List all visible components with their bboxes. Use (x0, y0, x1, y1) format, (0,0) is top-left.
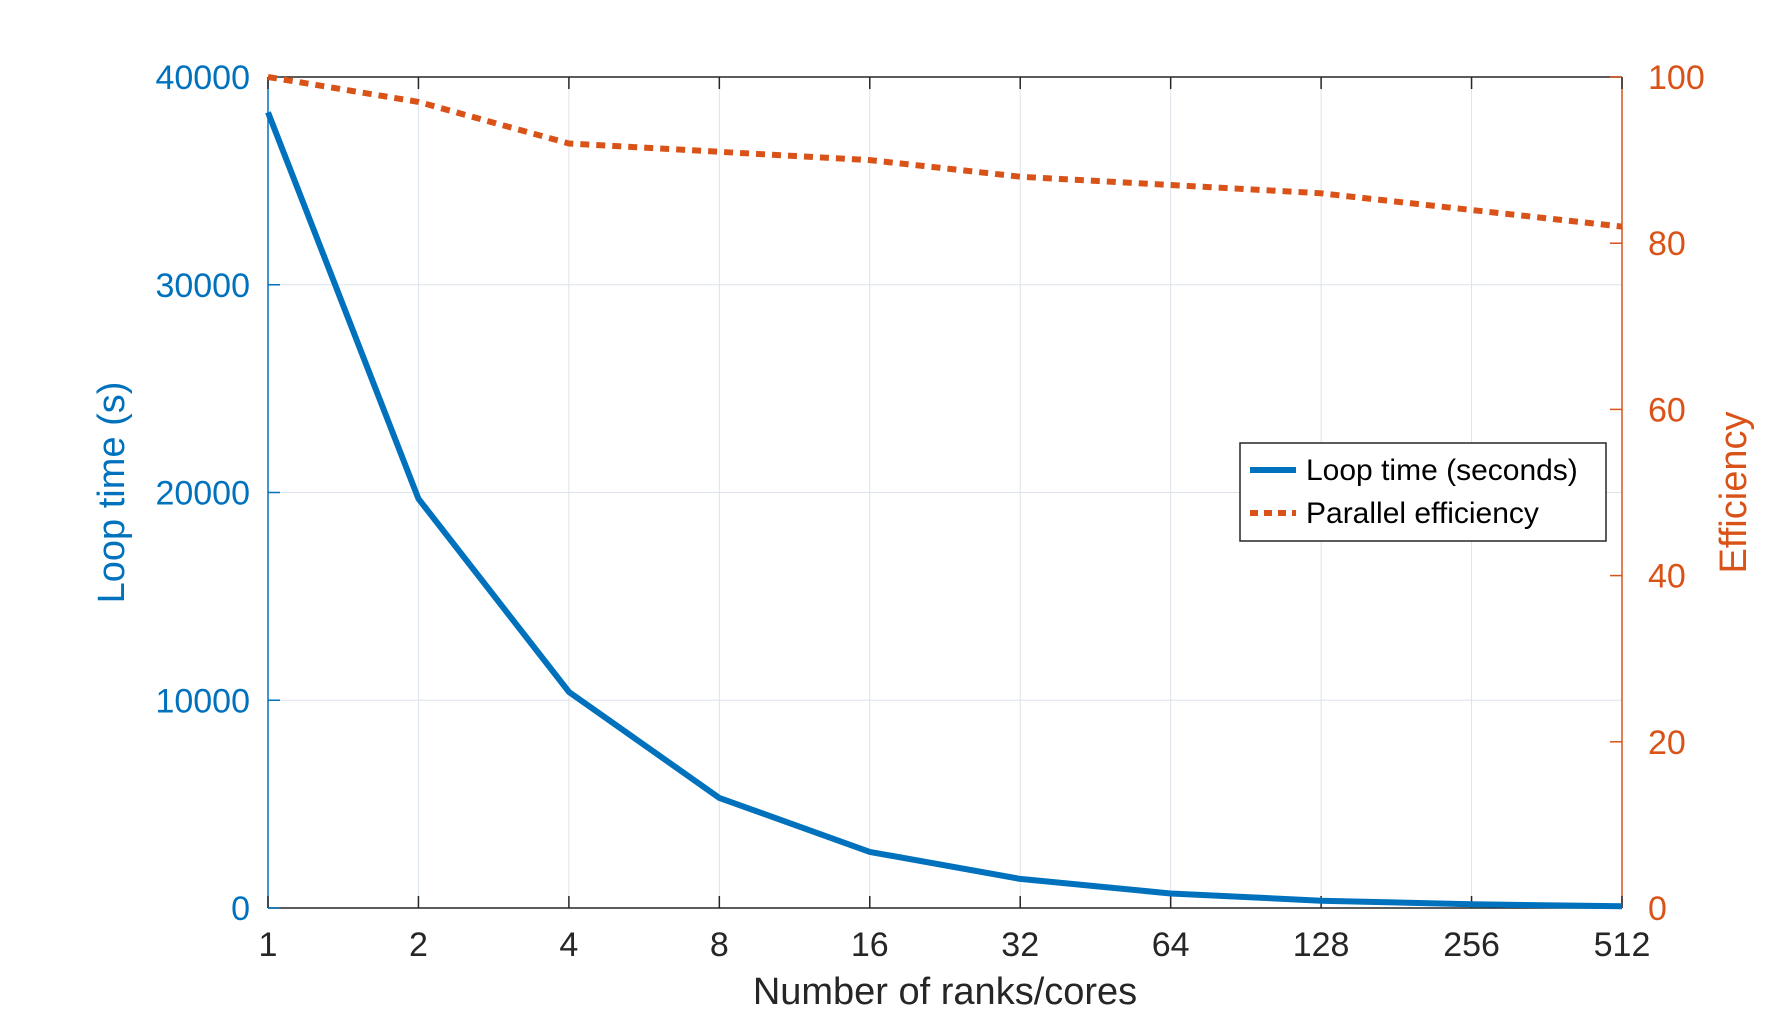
y-right-tick-label: 100 (1648, 59, 1705, 97)
legend-label-parallel-efficiency: Parallel efficiency (1306, 497, 1539, 530)
x-tick-label: 16 (851, 926, 889, 964)
x-tick-label: 128 (1293, 926, 1350, 964)
x-axis-label: Number of ranks/cores (753, 971, 1137, 1013)
legend: Loop time (seconds) Parallel efficiency (1240, 443, 1606, 541)
y-right-tick-label: 20 (1648, 724, 1686, 762)
y-right-tick-label: 60 (1648, 391, 1686, 429)
x-tick-label: 512 (1594, 926, 1651, 964)
x-tick-label: 64 (1152, 926, 1190, 964)
y-axis-left-label: Loop time (s) (91, 382, 133, 604)
y-left-tick-label: 40000 (155, 59, 250, 97)
y-left-tick-label: 10000 (155, 682, 250, 720)
x-tick-label: 4 (559, 926, 578, 964)
parallel-efficiency-line (268, 77, 1622, 227)
y-axis-right-label: Efficiency (1713, 412, 1755, 574)
y-right-tick-label: 80 (1648, 225, 1686, 263)
y-left-tick-label: 20000 (155, 475, 250, 513)
x-tick-label: 8 (710, 926, 729, 964)
y-left-tick-label: 30000 (155, 267, 250, 305)
x-tick-label: 1 (259, 926, 278, 964)
x-tick-label: 2 (409, 926, 428, 964)
y-left-tick-label: 0 (231, 890, 250, 928)
x-tick-label: 256 (1443, 926, 1500, 964)
y-right-tick-label: 40 (1648, 558, 1686, 596)
legend-label-loop-time: Loop time (seconds) (1306, 454, 1578, 487)
y-right-tick-label: 0 (1648, 890, 1667, 928)
x-tick-label: 32 (1001, 926, 1039, 964)
